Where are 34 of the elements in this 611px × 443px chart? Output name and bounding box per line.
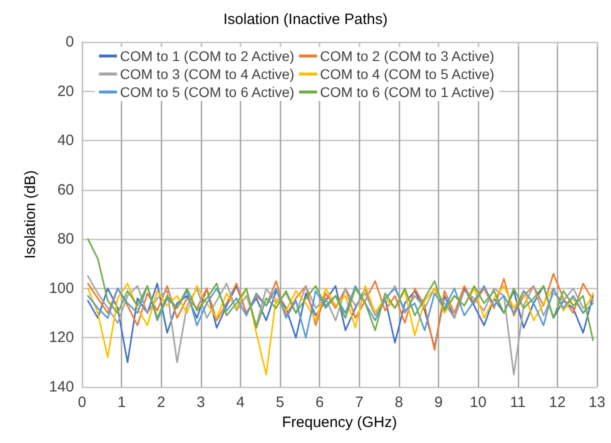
x-tick-label: 11 — [510, 394, 526, 411]
y-tick-label: 80 — [57, 230, 74, 248]
legend-label: COM to 1 (COM to 2 Active) — [120, 48, 294, 64]
x-tick-label: 5 — [276, 394, 284, 411]
legend-label: COM to 6 (COM to 1 Active) — [320, 84, 494, 100]
legend-label: COM to 4 (COM to 5 Active) — [320, 66, 494, 82]
chart-title: Isolation (Inactive Paths) — [223, 11, 388, 28]
x-tick-label: 2 — [157, 394, 166, 411]
line-series — [87, 272, 594, 351]
y-tick-label: 140 — [48, 378, 74, 396]
legend-label: COM to 3 (COM to 4 Active) — [120, 66, 294, 82]
x-tick-label: 13 — [588, 394, 606, 411]
y-tick-label: 0 — [66, 34, 74, 50]
legend-label: COM to 5 (COM to 6 Active) — [120, 84, 294, 100]
x-tick-label: 4 — [236, 394, 245, 411]
x-axis-title: Frequency (GHz) — [282, 414, 398, 431]
y-tick-label: 100 — [48, 280, 74, 297]
x-tick-label: 8 — [394, 394, 404, 411]
y-axis-title: Isolation (dB) — [22, 170, 39, 259]
y-tick-label: 40 — [57, 132, 74, 150]
y-tick-label: 20 — [57, 82, 74, 100]
x-tick-label: 7 — [355, 394, 364, 411]
x-tick-label: 1 — [117, 394, 126, 411]
line-series — [87, 285, 594, 339]
legend-label: COM to 2 (COM to 3 Active) — [320, 48, 494, 64]
x-tick-label: 10 — [470, 394, 486, 411]
y-tick-label: 120 — [48, 329, 74, 346]
x-tick-label: 9 — [434, 394, 443, 411]
line-series — [87, 238, 594, 341]
x-tick-label: 6 — [316, 394, 324, 411]
x-tick-label: 12 — [549, 394, 566, 411]
y-tick-label: 60 — [57, 181, 74, 198]
x-tick-label: 3 — [196, 394, 206, 411]
x-tick-label: 0 — [78, 394, 86, 411]
